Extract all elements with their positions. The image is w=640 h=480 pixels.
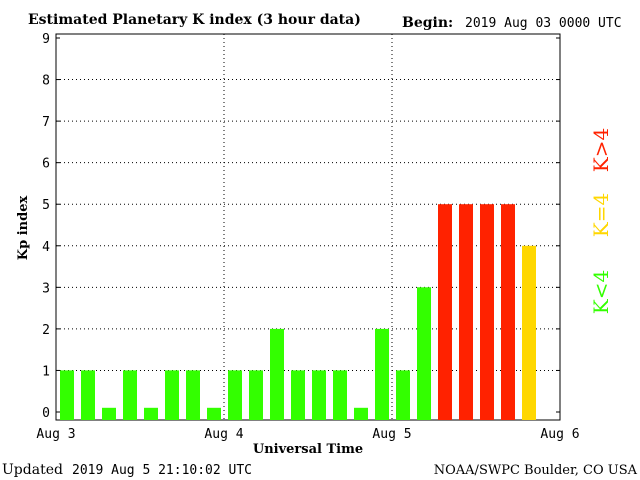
y-tick-label: 1 bbox=[42, 364, 50, 379]
begin-label: Begin: bbox=[402, 15, 453, 31]
y-tick-label: 3 bbox=[42, 281, 50, 296]
y-tick-label: 8 bbox=[42, 74, 50, 89]
kp-bar bbox=[522, 245, 536, 420]
chart-title: Estimated Planetary K index (3 hour data… bbox=[28, 12, 361, 28]
y-tick-label: 2 bbox=[42, 323, 50, 338]
y-tick-label: 6 bbox=[42, 157, 50, 172]
x-tick-label: Aug 3 bbox=[36, 427, 75, 442]
updated-label: Updated bbox=[2, 462, 63, 478]
x-tick-label: Aug 5 bbox=[372, 427, 411, 442]
kp-bar bbox=[228, 370, 242, 420]
x-tick-label: Aug 4 bbox=[204, 427, 243, 442]
legend-k-equal-4: K=4 bbox=[589, 193, 613, 237]
kp-bar bbox=[81, 370, 95, 420]
kp-bar bbox=[438, 204, 452, 420]
y-tick-label: 0 bbox=[42, 406, 50, 421]
begin-value: 2019 Aug 03 0000 UTC bbox=[465, 16, 622, 31]
kp-bar bbox=[354, 407, 368, 420]
y-tick-label: 9 bbox=[42, 32, 50, 47]
kp-bar bbox=[312, 370, 326, 420]
kp-bar bbox=[165, 370, 179, 420]
updated-value: 2019 Aug 5 21:10:02 UTC bbox=[72, 463, 252, 478]
kp-bar bbox=[60, 370, 74, 420]
y-tick-label: 4 bbox=[42, 240, 50, 255]
kp-bar bbox=[291, 370, 305, 420]
source-credit: NOAA/SWPC Boulder, CO USA bbox=[434, 463, 638, 478]
y-tick-label: 5 bbox=[42, 198, 50, 213]
kp-bar bbox=[417, 287, 431, 420]
kp-bar bbox=[375, 328, 389, 420]
x-tick-label: Aug 6 bbox=[540, 427, 579, 442]
grid-lines bbox=[56, 34, 560, 420]
x-axis-ticks: Aug 3 Aug 4 Aug 5 Aug 6 bbox=[36, 427, 579, 442]
kp-bar bbox=[249, 370, 263, 420]
plot-frame bbox=[55, 33, 561, 421]
x-axis-title: Universal Time bbox=[253, 442, 363, 457]
y-tick-label: 7 bbox=[42, 115, 50, 130]
kp-bar bbox=[270, 328, 284, 420]
y-axis-ticks: 0 1 2 3 4 5 6 7 8 9 bbox=[42, 32, 560, 421]
bar-series bbox=[60, 204, 536, 420]
kp-bar bbox=[333, 370, 347, 420]
kp-bar bbox=[207, 407, 221, 420]
legend-k-greater-4: K>4 bbox=[589, 128, 613, 172]
kp-bar bbox=[501, 204, 515, 420]
kp-bar bbox=[459, 204, 473, 420]
legend-k-less-4: K<4 bbox=[589, 270, 613, 314]
y-axis-title: Kp index bbox=[16, 196, 31, 261]
kp-bar bbox=[123, 370, 137, 420]
kp-bar bbox=[480, 204, 494, 420]
kp-bar bbox=[186, 370, 200, 420]
kp-bar bbox=[396, 370, 410, 420]
kp-bar bbox=[144, 407, 158, 420]
kp-bar bbox=[102, 407, 116, 420]
